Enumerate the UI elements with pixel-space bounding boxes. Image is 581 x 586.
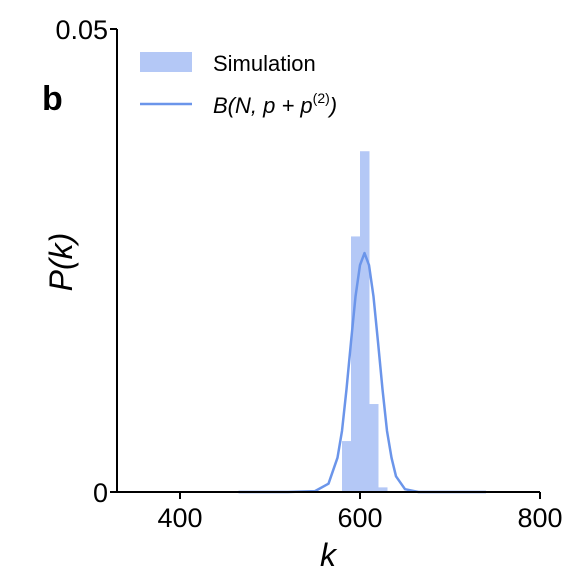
legend-binomial-suffix: ) [327, 93, 337, 118]
x-tick-label: 400 [157, 503, 202, 533]
legend-simulation-label: Simulation [213, 51, 316, 76]
x-tick-label: 600 [337, 503, 382, 533]
legend-binomial-prefix: B(N, p + p [213, 93, 313, 118]
histogram-bar [360, 151, 370, 492]
y-tick-label: 0 [93, 478, 108, 508]
x-axis-title: k [320, 537, 338, 573]
histogram-bar [342, 441, 352, 492]
x-tick-label: 800 [517, 503, 562, 533]
y-axis-title: P(k) [43, 233, 79, 292]
panel-label: b [42, 80, 63, 118]
legend: Simulation B(N, p + p(2)) [140, 51, 337, 118]
histogram-bars [342, 151, 388, 492]
tick-labels: 400 600 800 0 0.05 [55, 15, 562, 533]
legend-simulation-swatch [140, 52, 192, 72]
legend-binomial-superscript: (2) [313, 90, 330, 106]
fit-curve-layer [238, 251, 486, 494]
binomial-fit-line [238, 251, 486, 494]
histogram-bar [378, 487, 388, 492]
histogram-bar [369, 404, 379, 492]
histogram-bar [351, 236, 361, 492]
axes [116, 29, 540, 493]
y-tick-label: 0.05 [55, 15, 108, 45]
tick-marks [110, 28, 541, 499]
legend-binomial-label: B(N, p + p(2)) [213, 90, 337, 118]
